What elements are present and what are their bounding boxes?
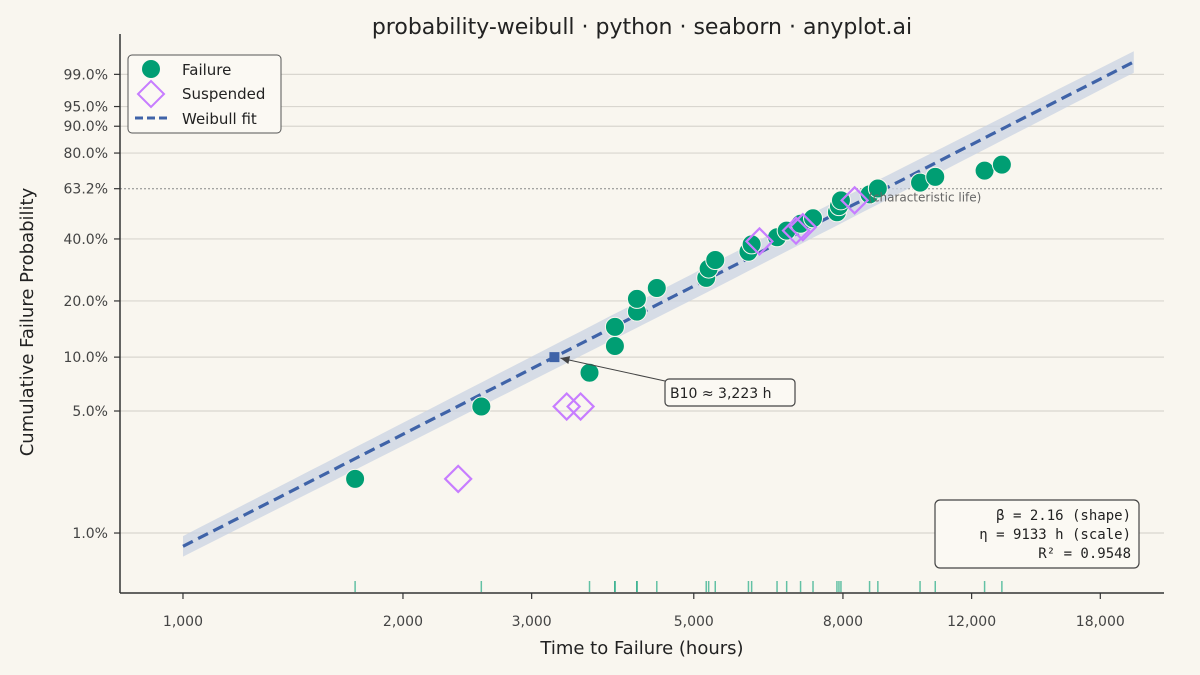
x-tick-label: 8,000 — [823, 614, 863, 630]
suspended-point — [781, 216, 811, 246]
stats-scale: η = 9133 h (scale) — [979, 527, 1131, 543]
y-tick-label: 40.0% — [64, 232, 108, 248]
suspended-point — [566, 391, 596, 422]
x-tick-label: 3,000 — [512, 614, 552, 630]
suspended-point — [788, 212, 818, 242]
legend-box — [127, 54, 282, 134]
x-tick-label: 1,000 — [163, 614, 203, 630]
b10-marker — [549, 352, 560, 363]
rug-layer — [354, 581, 1003, 592]
suspended-point — [552, 391, 582, 422]
b10-arrowhead — [560, 356, 571, 364]
failure-point — [604, 316, 625, 337]
legend-suspended-label: Suspended — [182, 85, 265, 103]
legend-fit-label: Weibull fit — [182, 110, 257, 128]
chart-title: probability-weibull · python · seaborn ·… — [372, 15, 912, 40]
suspended-point — [840, 185, 870, 215]
b10-label: B10 ≈ 3,223 h — [670, 386, 771, 402]
y-tick-label: 20.0% — [64, 294, 108, 310]
stats-shape: β = 2.16 (shape) — [996, 508, 1131, 524]
y-tick-label: 90.0% — [64, 119, 108, 135]
data-points-layer — [345, 154, 1012, 494]
y-tick-label: 95.0% — [64, 100, 108, 116]
legend-failure-label: Failure — [182, 61, 231, 79]
failure-point — [646, 278, 667, 299]
b10-arrow — [560, 357, 666, 382]
failure-point — [803, 208, 824, 229]
y-tick-label: 80.0% — [64, 146, 108, 162]
y-tick-label: 5.0% — [72, 404, 108, 420]
legend-failure-marker — [142, 60, 160, 78]
grid-layer — [120, 73, 1164, 534]
stats-r-squared: R² = 0.9548 — [1038, 546, 1131, 562]
y-tick-label: 99.0% — [64, 67, 108, 83]
failure-point — [345, 468, 366, 489]
failure-point — [991, 154, 1012, 175]
y-tick-label: 1.0% — [72, 526, 108, 542]
suspended-point — [443, 464, 473, 494]
y-axis-title: Cumulative Failure Probability — [17, 187, 38, 456]
failure-point — [579, 362, 600, 383]
x-tick-label: 12,000 — [947, 614, 996, 630]
axis-layer: 1.0% 5.0% 10.0% 20.0% 40.0% 63.2% 80.0% 90.0% 95… — [64, 34, 1164, 630]
weibull-fit-line — [182, 60, 1135, 548]
failure-point — [471, 396, 492, 417]
y-tick-label: 63.2% — [64, 182, 108, 198]
legend-suspended-marker — [136, 79, 166, 109]
y-tick-label: 10.0% — [64, 350, 108, 366]
x-axis-title: Time to Failure (hours) — [539, 638, 743, 659]
failure-point — [705, 249, 726, 270]
x-tick-label: 5,000 — [674, 614, 714, 630]
fit-line-layer — [182, 60, 1135, 548]
failure-point — [974, 160, 995, 181]
failure-point — [925, 166, 946, 187]
legend: Failure Suspended Weibull fit — [127, 54, 282, 134]
stats-box — [934, 499, 1140, 569]
characteristic-life-label: (characteristic life) — [868, 191, 981, 205]
failure-point — [626, 288, 647, 309]
annotation-layer: (characteristic life) B10 ≈ 3,223 h β = … — [549, 191, 1140, 569]
x-tick-label: 18,000 — [1076, 614, 1125, 630]
b10-label-box — [664, 378, 796, 407]
x-tick-label: 2,000 — [383, 614, 423, 630]
failure-point — [867, 178, 888, 199]
suspended-point — [744, 226, 775, 256]
failure-point — [604, 336, 625, 357]
